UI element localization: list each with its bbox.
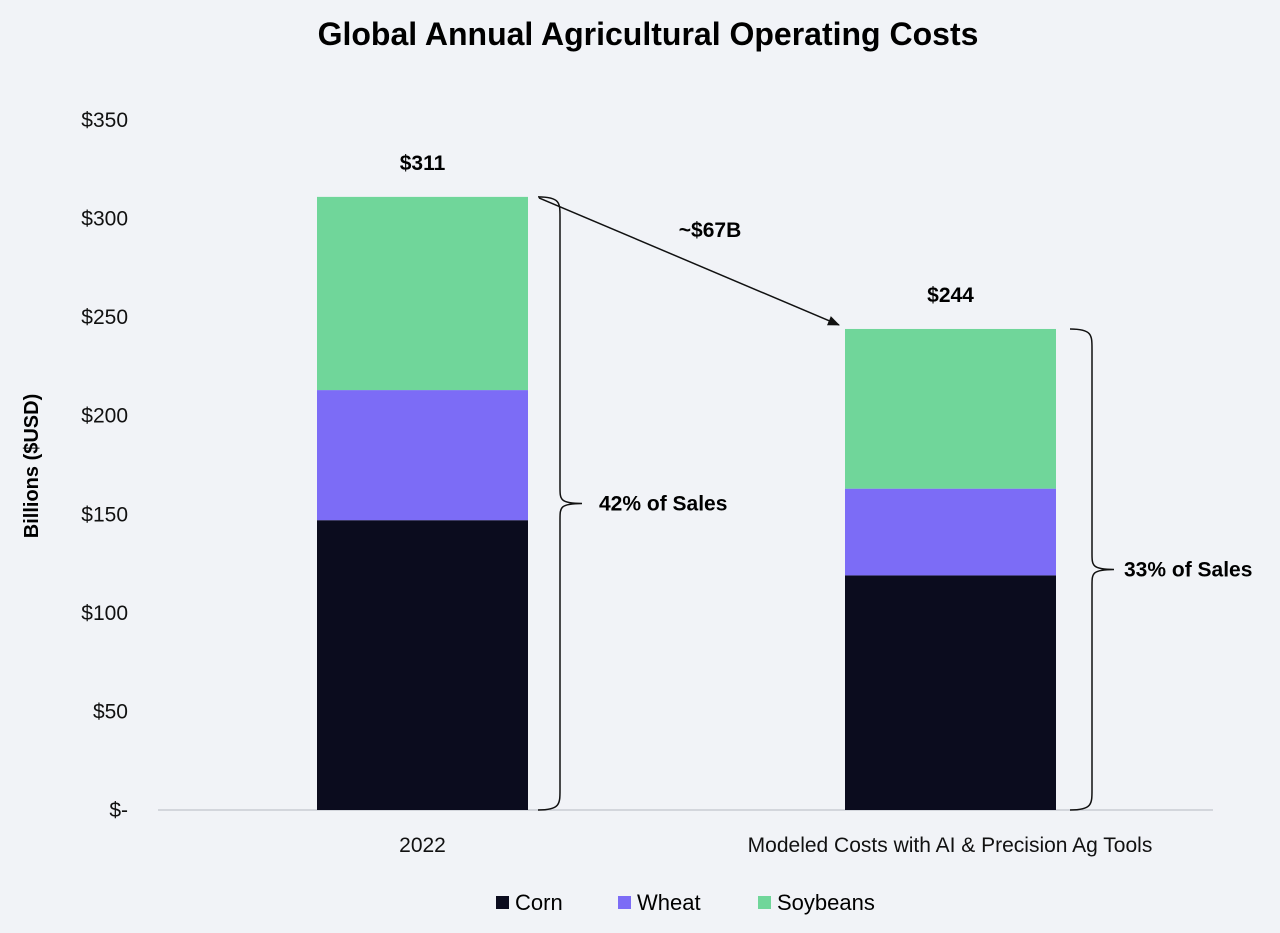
y-tick-label: $50: [93, 700, 128, 723]
bar-total-label: $244: [927, 284, 974, 307]
difference-label: ~$67B: [679, 219, 741, 242]
x-category-label: 2022: [399, 834, 446, 857]
legend-label-soybeans: Soybeans: [777, 890, 875, 915]
y-tick-label: $150: [81, 503, 128, 526]
braces: [537, 196, 1115, 811]
bar-segment-soybeans: [845, 328, 1056, 489]
bar-segment-wheat: [845, 488, 1056, 576]
curly-brace: [1069, 328, 1115, 811]
y-tick-label: $200: [81, 405, 128, 428]
y-axis-label: Billions ($USD): [21, 394, 43, 538]
y-tick-label: $100: [81, 602, 128, 625]
difference-arrow: [538, 197, 840, 326]
category-labels: 2022 Modeled Costs with AI & Precision Ag…: [399, 834, 1152, 857]
bar-segment-wheat: [317, 390, 528, 521]
bar-segment-corn: [317, 520, 528, 810]
bar-totals: $311 $244: [400, 152, 974, 307]
x-category-label: Modeled Costs with AI & Precision Ag Too…: [748, 834, 1153, 857]
curly-brace: [537, 196, 583, 811]
bar-segment-soybeans: [317, 196, 528, 391]
legend-swatch-wheat: [618, 896, 631, 909]
bars: [317, 196, 1056, 810]
y-axis-ticks: $- $50 $100 $150 $200 $250 $300 $350: [81, 109, 128, 822]
bar-total-label: $311: [400, 152, 446, 175]
share-label-2022: 42% of Sales: [599, 492, 727, 515]
y-tick-label: $-: [109, 799, 128, 822]
y-tick-label: $250: [81, 306, 128, 329]
legend-label-wheat: Wheat: [637, 890, 701, 915]
y-tick-label: $350: [81, 109, 128, 132]
legend-label-corn: Corn: [515, 890, 563, 915]
bar-segment-corn: [845, 575, 1056, 810]
share-label-modeled: 33% of Sales: [1124, 558, 1252, 581]
y-tick-label: $300: [81, 208, 128, 231]
legend-swatch-soybeans: [758, 896, 771, 909]
chart-title: Global Annual Agricultural Operating Cos…: [318, 16, 979, 52]
legend: Corn Wheat Soybeans: [496, 890, 875, 915]
legend-swatch-corn: [496, 896, 509, 909]
